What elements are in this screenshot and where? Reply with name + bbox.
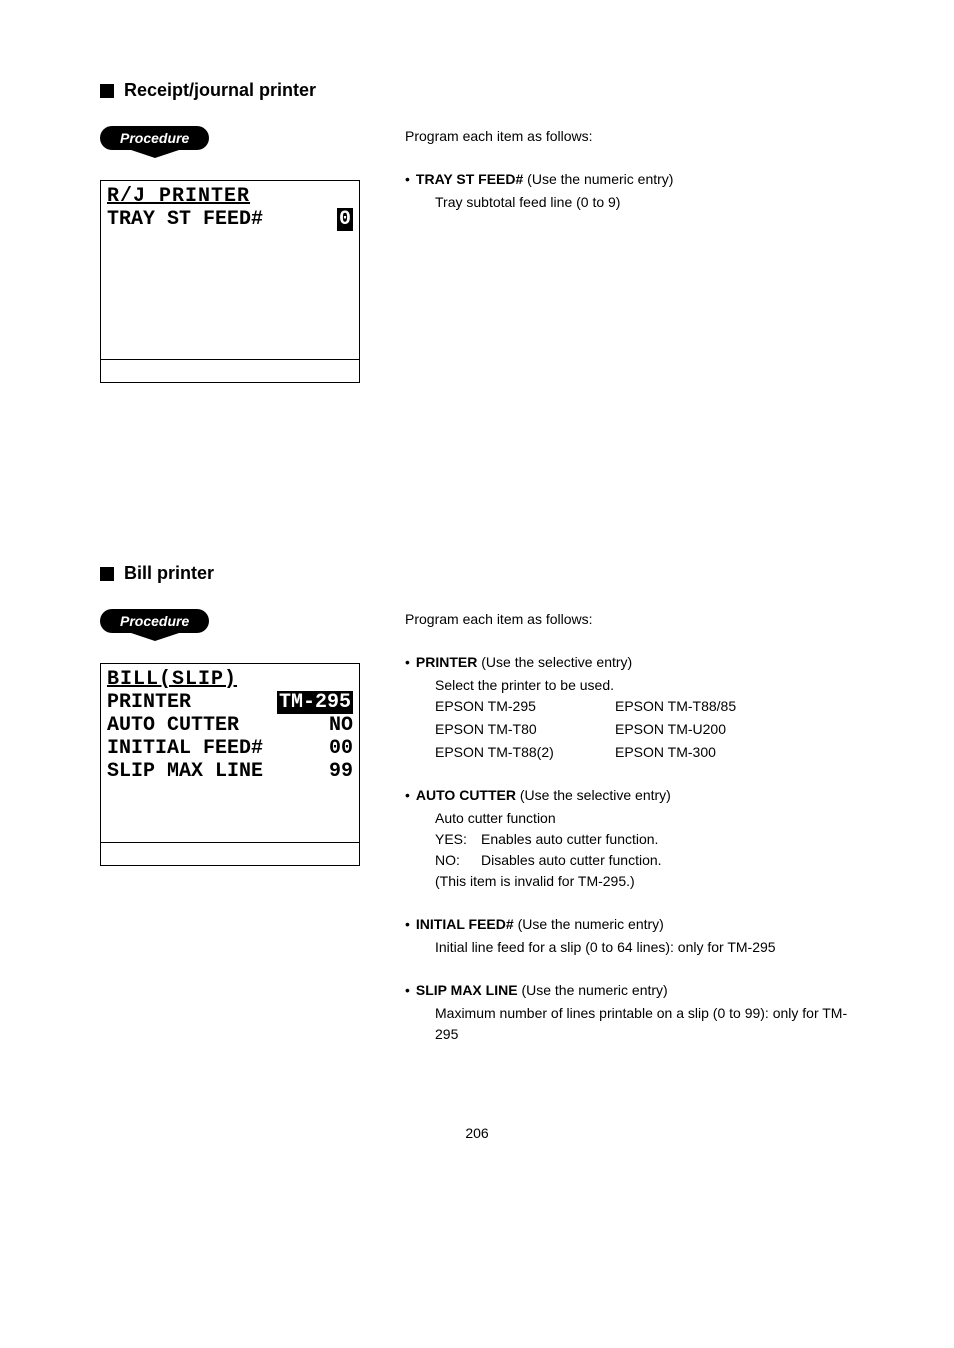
item-note: (This item is invalid for TM-295.) <box>435 871 854 892</box>
section-1-left: Procedure R/J PRINTER TRAY ST FEED# 0 <box>100 126 360 383</box>
section-2-intro: Program each item as follows: <box>405 609 854 630</box>
printer-option: EPSON TM-300 <box>615 742 854 763</box>
procedure-badge-1: Procedure <box>100 126 209 150</box>
section-1-items: • TRAY ST FEED# (Use the numeric entry) Tr… <box>405 169 854 213</box>
item-name: SLIP MAX LINE <box>416 982 522 998</box>
lcd-row-value: 00 <box>329 737 353 760</box>
item-body: Select the printer to be used.EPSON TM-2… <box>435 675 854 763</box>
section-header-1: Receipt/journal printer <box>100 80 854 101</box>
lcd-screen-1: R/J PRINTER TRAY ST FEED# 0 <box>100 180 360 383</box>
item-range: (Use the selective entry) <box>520 787 671 803</box>
printer-option: EPSON TM-T88(2) <box>435 742 605 763</box>
procedure-badge-2: Procedure <box>100 609 209 633</box>
bullet-icon <box>100 567 114 581</box>
page: Receipt/journal printer Procedure R/J PR… <box>0 0 954 1201</box>
lcd-row: SLIP MAX LINE 99 <box>107 760 353 783</box>
item-header: • INITIAL FEED# (Use the numeric entry) <box>405 914 854 935</box>
item-header: • AUTO CUTTER (Use the selective entry) <box>405 785 854 806</box>
item-range: (Use the numeric entry) <box>527 171 673 187</box>
lcd-row: AUTO CUTTER NO <box>107 714 353 737</box>
item-body: Maximum number of lines printable on a s… <box>435 1003 854 1045</box>
lcd-row-label: INITIAL FEED# <box>107 737 263 760</box>
lcd-footer-2 <box>101 842 359 865</box>
section-2-right: Program each item as follows: • PRINTER (… <box>405 609 854 1045</box>
item-header: • TRAY ST FEED# (Use the numeric entry) <box>405 169 854 190</box>
lcd-title-2: BILL(SLIP) <box>107 668 353 691</box>
printer-option: EPSON TM-U200 <box>615 719 854 740</box>
item-lead: Auto cutter function <box>435 808 854 829</box>
section-2-content: Procedure BILL(SLIP) PRINTERTM-295AUTO C… <box>100 609 854 1045</box>
item-line: Maximum number of lines printable on a s… <box>435 1003 854 1045</box>
bullet-dot-icon: • <box>405 171 410 187</box>
lcd-main-1: R/J PRINTER TRAY ST FEED# 0 <box>101 181 359 359</box>
lcd-title-1: R/J PRINTER <box>107 185 353 208</box>
printer-option: EPSON TM-T80 <box>435 719 605 740</box>
lcd-row: TRAY ST FEED# 0 <box>107 208 353 231</box>
bullet-dot-icon: • <box>405 916 410 932</box>
item-line: Initial line feed for a slip (0 to 64 li… <box>435 937 854 958</box>
item-body: Auto cutter functionYES:Enables auto cut… <box>435 808 854 892</box>
option-yes: YES:Enables auto cutter function. <box>435 829 854 850</box>
lcd-row-label: TRAY ST FEED# <box>107 208 263 231</box>
lcd-row-value: 99 <box>329 760 353 783</box>
item-body: Initial line feed for a slip (0 to 64 li… <box>435 937 854 958</box>
section-2-items: • PRINTER (Use the selective entry) Select… <box>405 652 854 1045</box>
option-no: NO:Disables auto cutter function. <box>435 850 854 871</box>
procedure-label-2: Procedure <box>100 609 209 633</box>
bullet-dot-icon: • <box>405 982 410 998</box>
printer-option: EPSON TM-295 <box>435 696 605 717</box>
printer-option-grid: EPSON TM-295EPSON TM-T88/85EPSON TM-T80E… <box>435 696 854 763</box>
lcd-row-value: 0 <box>337 208 353 231</box>
page-number: 206 <box>100 1125 854 1141</box>
item-line: Tray subtotal feed line (0 to 9) <box>435 192 854 213</box>
lcd-row-value: NO <box>329 714 353 737</box>
section-1-right: Program each item as follows: • TRAY ST F… <box>405 126 854 383</box>
bullet-dot-icon: • <box>405 654 410 670</box>
procedure-label-1: Procedure <box>100 126 209 150</box>
item-name: AUTO CUTTER <box>416 787 520 803</box>
section-1-content: Procedure R/J PRINTER TRAY ST FEED# 0 Pro… <box>100 126 854 383</box>
section-2-left: Procedure BILL(SLIP) PRINTERTM-295AUTO C… <box>100 609 360 1045</box>
down-arrow-icon <box>125 631 185 641</box>
down-arrow-icon <box>125 148 185 158</box>
item-name: INITIAL FEED# <box>416 916 518 932</box>
printer-option: EPSON TM-T88/85 <box>615 696 854 717</box>
item-body: Tray subtotal feed line (0 to 9) <box>435 192 854 213</box>
lcd-footer-1 <box>101 359 359 382</box>
section-title-2: Bill printer <box>124 563 214 584</box>
item-header: • PRINTER (Use the selective entry) <box>405 652 854 673</box>
item-header: • SLIP MAX LINE (Use the numeric entry) <box>405 980 854 1001</box>
item-name: TRAY ST FEED# <box>416 171 527 187</box>
item-range: (Use the numeric entry) <box>521 982 667 998</box>
section-title-1: Receipt/journal printer <box>124 80 316 101</box>
item-range: (Use the numeric entry) <box>518 916 664 932</box>
item-lead: Select the printer to be used. <box>435 675 854 696</box>
lcd-row: INITIAL FEED# 00 <box>107 737 353 760</box>
lcd-row-label: SLIP MAX LINE <box>107 760 263 783</box>
lcd-row-value: TM-295 <box>277 691 353 714</box>
lcd-main-2: BILL(SLIP) PRINTERTM-295AUTO CUTTERNOINI… <box>101 664 359 842</box>
lcd-row: PRINTER TM-295 <box>107 691 353 714</box>
section-header-2: Bill printer <box>100 563 854 584</box>
lcd-row-label: PRINTER <box>107 691 191 714</box>
bullet-dot-icon: • <box>405 787 410 803</box>
lcd-row-label: AUTO CUTTER <box>107 714 239 737</box>
item-range: (Use the selective entry) <box>481 654 632 670</box>
section-1-intro: Program each item as follows: <box>405 126 854 147</box>
lcd-screen-2: BILL(SLIP) PRINTERTM-295AUTO CUTTERNOINI… <box>100 663 360 866</box>
bullet-icon <box>100 84 114 98</box>
item-name: PRINTER <box>416 654 481 670</box>
